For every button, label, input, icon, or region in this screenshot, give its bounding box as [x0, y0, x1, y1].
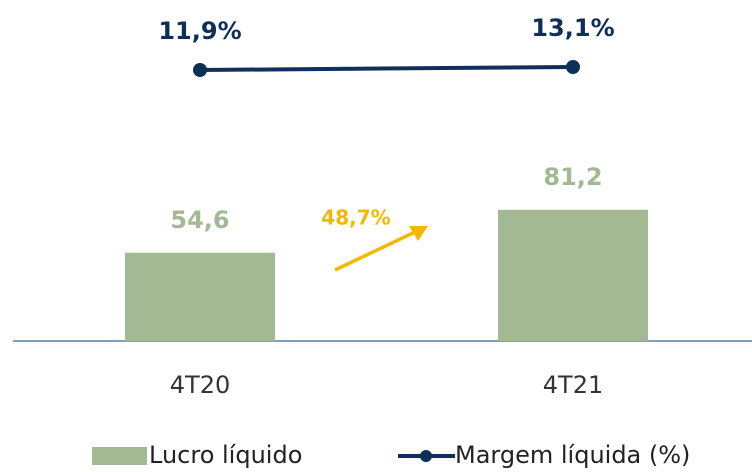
data-label: 11,9%: [158, 17, 241, 45]
line-point: [566, 60, 580, 74]
line: [199, 65, 574, 72]
x-tick-label: 4T21: [543, 371, 603, 399]
legend-swatch: [92, 447, 147, 465]
line-point: [193, 63, 207, 77]
data-label: 81,2: [543, 163, 602, 191]
arrow-head: [409, 226, 428, 241]
legend-label: Margem líquida (%): [455, 441, 690, 469]
growth-arrow: [334, 230, 416, 272]
bar: [498, 209, 648, 341]
legend-label: Lucro líquido: [149, 441, 302, 469]
data-label: 13,1%: [531, 14, 614, 42]
x-tick-label: 4T20: [170, 371, 230, 399]
legend-swatch-dot: [420, 450, 432, 462]
data-label: 54,6: [170, 206, 229, 234]
bar: [125, 252, 275, 341]
growth-annotation: 48,7%: [321, 206, 390, 230]
